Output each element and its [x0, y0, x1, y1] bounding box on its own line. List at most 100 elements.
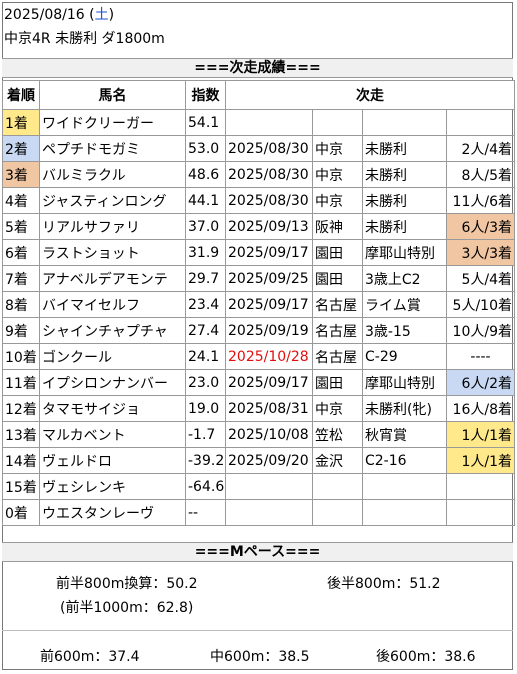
index-cell: 23.0: [185, 369, 226, 396]
next-result-cell: ----: [446, 343, 515, 370]
pace-section-title: ===Mペース===: [2, 542, 513, 562]
rank-cell: 9着: [2, 317, 40, 344]
horse-name-cell: ジャスティンロング: [39, 187, 186, 214]
index-cell: -1.7: [185, 421, 226, 448]
table-row: 11着 イプシロンナンバー 23.0 2025/09/17 園田 摩耶山特別 6人/2着: [2, 369, 515, 396]
index-cell: 24.1: [185, 343, 226, 370]
table-row: 5着 リアルサファリ 37.0 2025/09/13 阪神 未勝利 6人/3着: [2, 213, 515, 240]
middle-600: 中600m：38.5: [210, 649, 310, 665]
index-cell: 31.9: [185, 239, 226, 266]
next-race-cell: [362, 499, 447, 526]
next-result-cell: [446, 109, 515, 136]
col-next-header: 次走: [225, 80, 515, 110]
rank-cell: 3着: [2, 161, 40, 188]
next-date-cell: 2025/09/25: [225, 265, 313, 292]
next-date-cell: 2025/09/17: [225, 369, 313, 396]
race-date: 2025/08/16 (土): [4, 7, 115, 23]
next-course-cell: 中京: [312, 161, 363, 188]
next-result-cell: 2人/4着: [446, 135, 515, 162]
horse-name-cell: ヴェシレンキ: [39, 473, 186, 500]
results-table: 着順 馬名 指数 次走 1着 ワイドクリーガー 54.1 2着 ペプチドモガミ 53.0 2…: [2, 80, 515, 526]
table-row: 1着 ワイドクリーガー 54.1: [2, 109, 515, 136]
table-row: 6着 ラストショット 31.9 2025/09/17 園田 摩耶山特別 3人/3着: [2, 239, 515, 266]
next-race-cell: 3歳上C2: [362, 265, 447, 292]
next-course-cell: 名古屋: [312, 317, 363, 344]
next-result-cell: 6人/2着: [446, 369, 515, 396]
pace-divider: [2, 630, 513, 631]
horse-name-cell: ワイドクリーガー: [39, 109, 186, 136]
next-race-cell: [362, 473, 447, 500]
next-course-cell: 中京: [312, 395, 363, 422]
next-result-cell: 8人/5着: [446, 161, 515, 188]
col-index-header: 指数: [185, 80, 226, 110]
next-course-cell: 名古屋: [312, 291, 363, 318]
horse-name-cell: バイマイセルフ: [39, 291, 186, 318]
next-race-cell: C-29: [362, 343, 447, 370]
index-cell: -39.2: [185, 447, 226, 474]
next-result-cell: 6人/3着: [446, 213, 515, 240]
next-date-cell: 2025/09/19: [225, 317, 313, 344]
rank-cell: 10着: [2, 343, 40, 370]
horse-name-cell: イプシロンナンバー: [39, 369, 186, 396]
index-cell: 37.0: [185, 213, 226, 240]
next-results-section-title: ===次走成績===: [2, 58, 513, 78]
col-horse-header: 馬名: [39, 80, 186, 110]
front-600: 前600m：37.4: [40, 649, 140, 665]
rank-cell: 6着: [2, 239, 40, 266]
next-race-cell: C2-16: [362, 447, 447, 474]
next-result-cell: 16人/8着: [446, 395, 515, 422]
rank-cell: 5着: [2, 213, 40, 240]
first-800-converted: 前半800m換算：50.2: [56, 576, 198, 592]
table-row: 13着 マルカベント -1.7 2025/10/08 笠松 秋宵賞 1人/1着: [2, 421, 515, 448]
horse-name-cell: タマモサイジョ: [39, 395, 186, 422]
next-result-cell: 10人/9着: [446, 317, 515, 344]
horse-name-cell: アナベルデアモンテ: [39, 265, 186, 292]
table-row: 2着 ペプチドモガミ 53.0 2025/08/30 中京 未勝利 2人/4着: [2, 135, 515, 162]
next-date-cell: [225, 473, 313, 500]
table-row: 14着 ヴェルドロ -39.2 2025/09/20 金沢 C2-16 1人/1着: [2, 447, 515, 474]
race-title: 中京4R 未勝利 ダ1800m: [4, 31, 165, 47]
next-date-cell: 2025/08/30: [225, 187, 313, 214]
first-1000: (前半1000m：62.8): [60, 600, 194, 616]
next-race-cell: 摩耶山特別: [362, 369, 447, 396]
rank-cell: 8着: [2, 291, 40, 318]
table-row: 3着 バルミラクル 48.6 2025/08/30 中京 未勝利 8人/5着: [2, 161, 515, 188]
horse-name-cell: シャインチャプチャ: [39, 317, 186, 344]
next-result-cell: 1人/1着: [446, 447, 515, 474]
rank-cell: 7着: [2, 265, 40, 292]
horse-name-cell: バルミラクル: [39, 161, 186, 188]
next-race-cell: 未勝利: [362, 213, 447, 240]
next-date-cell: 2025/09/13: [225, 213, 313, 240]
next-course-cell: 阪神: [312, 213, 363, 240]
index-cell: 48.6: [185, 161, 226, 188]
next-date-cell: 2025/08/30: [225, 161, 313, 188]
rank-cell: 2着: [2, 135, 40, 162]
next-course-cell: 園田: [312, 265, 363, 292]
next-date-cell: 2025/09/20: [225, 447, 313, 474]
weekday: 土: [94, 7, 109, 23]
next-race-cell: 未勝利: [362, 135, 447, 162]
table-row: 8着 バイマイセルフ 23.4 2025/09/17 名古屋 ライム賞 5人/10着: [2, 291, 515, 318]
next-date-cell: 2025/08/31: [225, 395, 313, 422]
table-row: 10着 ゴンクール 24.1 2025/10/28 名古屋 C-29 ----: [2, 343, 515, 370]
horse-name-cell: ペプチドモガミ: [39, 135, 186, 162]
rank-cell: 13着: [2, 421, 40, 448]
next-course-cell: 中京: [312, 135, 363, 162]
next-course-cell: 園田: [312, 239, 363, 266]
rear-600: 後600m：38.6: [376, 649, 476, 665]
next-result-cell: 5人/10着: [446, 291, 515, 318]
index-cell: -64.6: [185, 473, 226, 500]
horse-name-cell: ラストショット: [39, 239, 186, 266]
next-date-cell: 2025/08/30: [225, 135, 313, 162]
next-race-cell: [362, 109, 447, 136]
next-result-cell: [446, 473, 515, 500]
next-race-cell: ライム賞: [362, 291, 447, 318]
rank-cell: 4着: [2, 187, 40, 214]
second-800: 後半800m：51.2: [327, 576, 441, 592]
rank-cell: 0着: [2, 499, 40, 526]
index-cell: 19.0: [185, 395, 226, 422]
next-course-cell: 中京: [312, 187, 363, 214]
horse-name-cell: マルカベント: [39, 421, 186, 448]
index-cell: 23.4: [185, 291, 226, 318]
table-row: 7着 アナベルデアモンテ 29.7 2025/09/25 園田 3歳上C2 5人/4着: [2, 265, 515, 292]
